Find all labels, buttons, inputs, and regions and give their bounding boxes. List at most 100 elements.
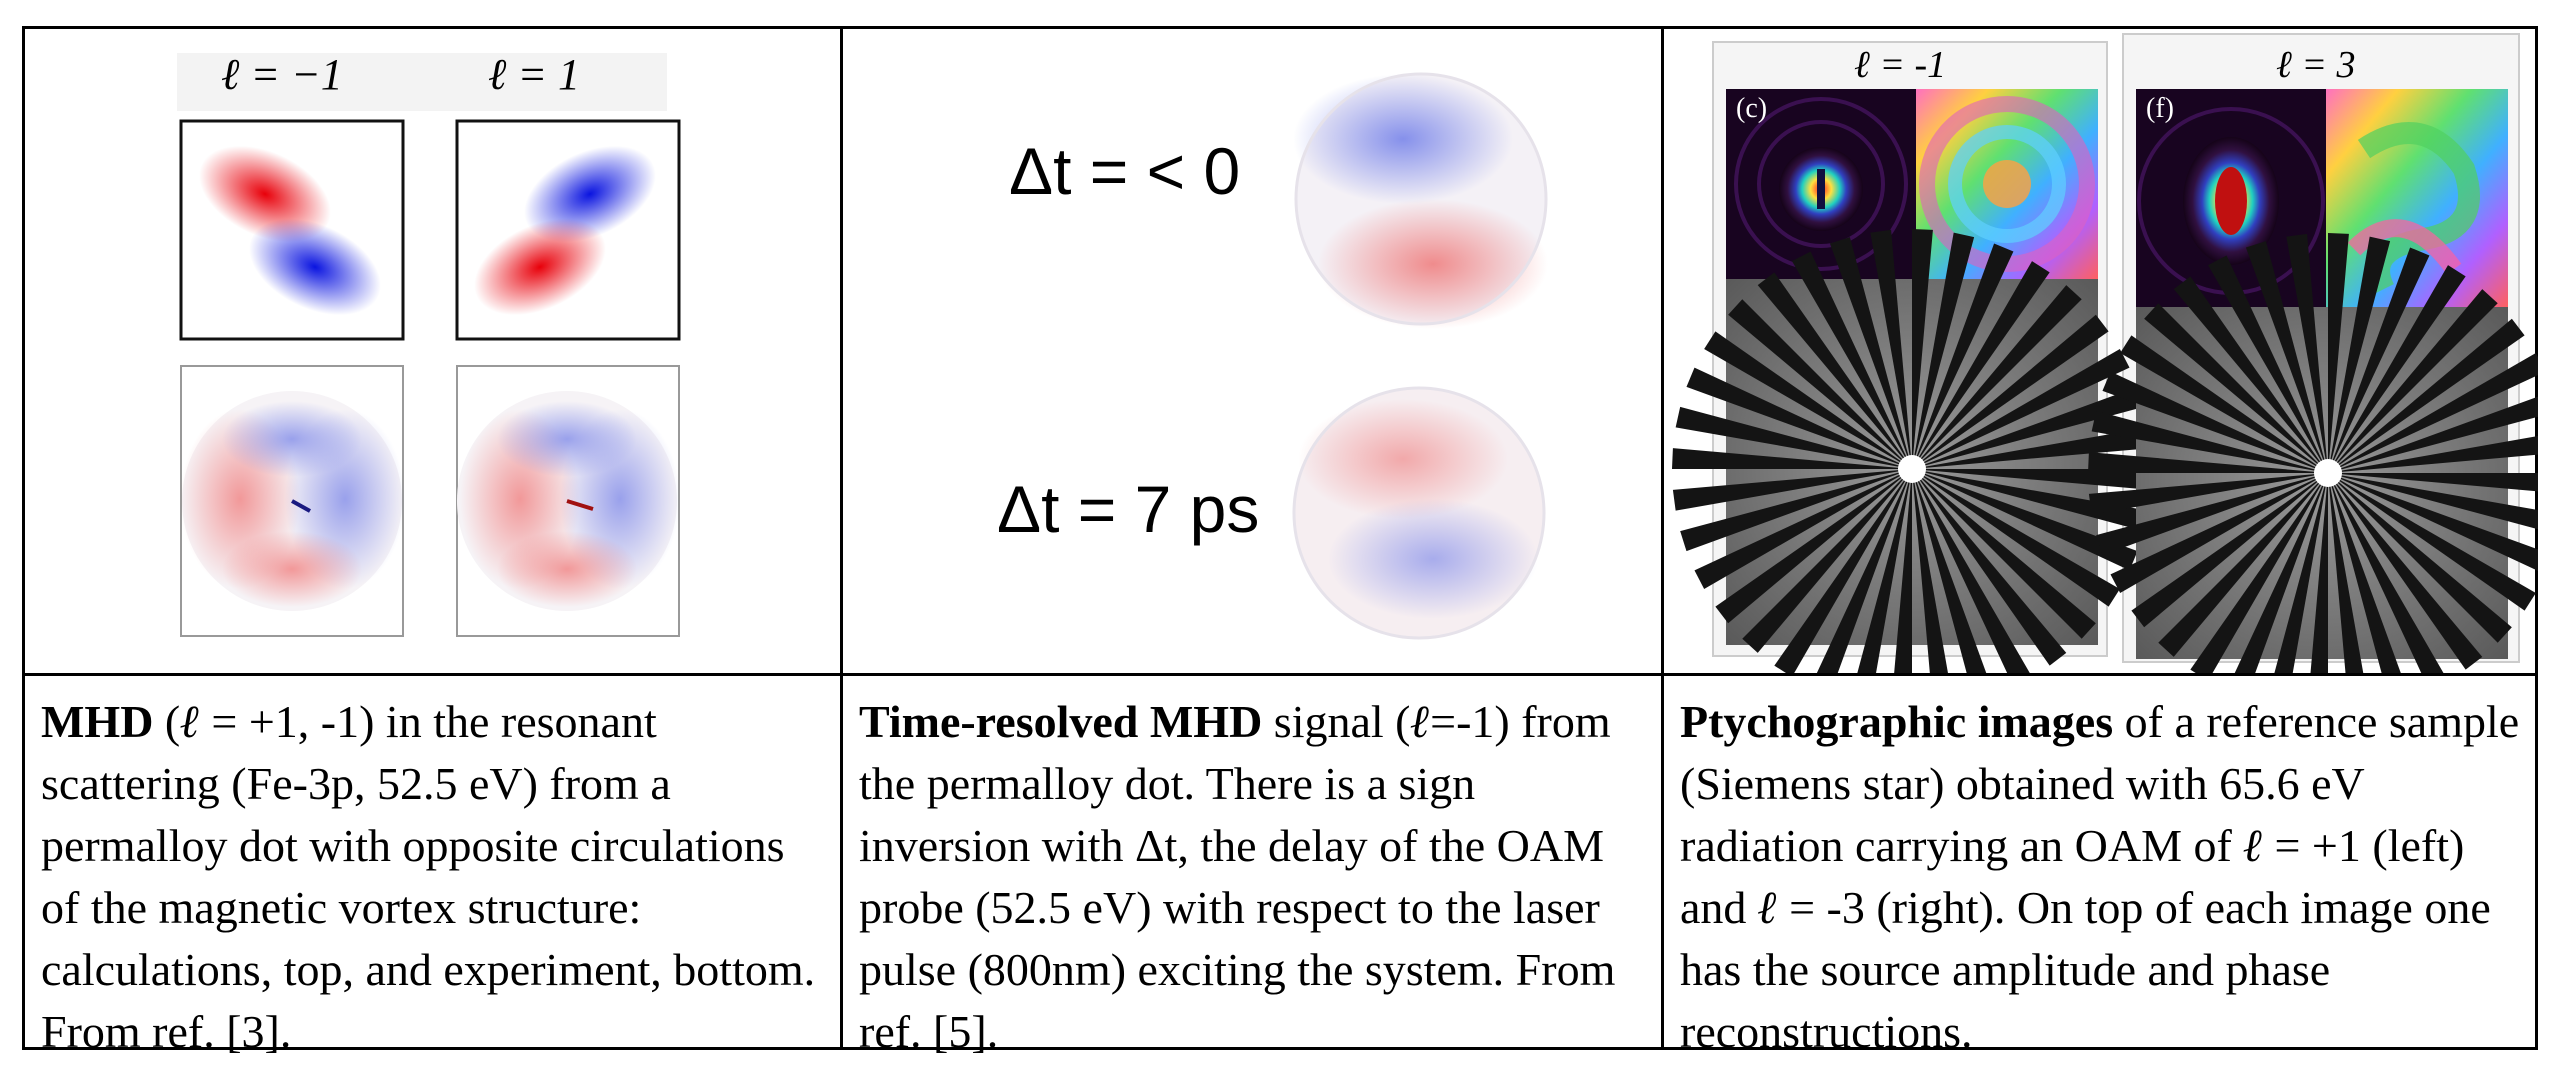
star-spoke [1870, 229, 1912, 469]
caption-bold: Time-resolved MHD [859, 696, 1263, 747]
star-spoke [2328, 473, 2538, 492]
star-spoke [2190, 473, 2328, 673]
star-spoke [1715, 469, 1912, 624]
calc-image-l-plus1 [455, 119, 681, 341]
star-spoke [2091, 410, 2328, 473]
label-dt-7ps: Δt = 7 ps [997, 472, 1260, 546]
label-l-minus1: ℓ = −1 [221, 50, 343, 99]
caption-text: =-1) from the permalloy dot. There is a … [859, 696, 1616, 1057]
star-spoke [2173, 276, 2328, 473]
siemens-star-right [2088, 233, 2538, 673]
star-spoke [1912, 243, 2014, 469]
star-spoke [2328, 247, 2430, 473]
figure-table: ℓ = −1 ℓ = 1 [22, 26, 2538, 1057]
star-spoke [2328, 473, 2364, 673]
caption-bold: Ptychographic images [1680, 696, 2114, 747]
caption-time-resolved: Time-resolved MHD signal (ℓ=-1) from the… [843, 679, 1661, 1057]
star-spoke [2328, 318, 2525, 473]
star-spoke [1816, 469, 1912, 673]
star-spoke [1912, 469, 2152, 490]
mhd-image-dt-negative [1293, 72, 1548, 329]
star-spoke [1704, 331, 1912, 469]
star-spoke [1675, 406, 1912, 469]
star-spoke [1792, 251, 1912, 469]
star-spoke [2328, 435, 2538, 473]
star-spoke [1894, 469, 1912, 673]
star-spoke [1912, 386, 2144, 469]
star-spoke [2328, 289, 2498, 473]
star-spoke [1728, 299, 1912, 469]
star-spoke [2158, 473, 2328, 657]
star-spoke [1912, 427, 2152, 469]
star-spoke [2328, 265, 2466, 473]
caption-symbol: ℓ [1410, 696, 1431, 747]
star-spoke [2110, 473, 2328, 593]
star-spoke [1672, 469, 1912, 511]
exp-image-l-minus1 [180, 365, 405, 637]
star-spoke [2208, 255, 2328, 473]
star-spoke [1742, 469, 1912, 653]
mhd-images [179, 119, 681, 637]
star-spoke [1774, 469, 1912, 673]
star-spoke [1912, 469, 2067, 666]
star-spoke [2328, 236, 2391, 473]
star-spoke [1912, 232, 1975, 469]
star-spoke [2286, 233, 2328, 473]
star-spoke [2102, 371, 2328, 473]
star-spoke [1680, 469, 1912, 552]
calc-image-l-minus1 [179, 119, 405, 341]
tag-c: (c) [1736, 93, 1767, 124]
panel-mhd: ℓ = −1 ℓ = 1 [25, 29, 840, 673]
caption-text: of a reference sample (Siemens star) obt… [1680, 696, 2520, 871]
star-spoke [1912, 349, 2130, 469]
star-spoke [1686, 367, 1912, 469]
siemens-star-left [1672, 229, 2152, 673]
caption-symbol: ℓ [2243, 820, 2263, 871]
caption-bold: MHD [41, 696, 154, 747]
star-spoke [1757, 272, 1912, 469]
star-spoke [2328, 233, 2349, 473]
star-spoke [1912, 229, 1933, 469]
star-spoke [2131, 473, 2328, 628]
column-divider [840, 29, 843, 1047]
caption-text: signal ( [1262, 696, 1411, 747]
label-l-plus1: ℓ = 1 [488, 50, 581, 99]
caption-text: = -3 (right). On top of each image one h… [1680, 882, 2491, 1057]
star-spoke [2328, 473, 2536, 611]
star-spoke [1912, 469, 2120, 607]
star-spoke [2328, 473, 2483, 670]
star-spoke [1912, 469, 2138, 571]
label-strip [177, 53, 667, 111]
caption-mhd: MHD (ℓ = +1, -1) in the resonant scatter… [25, 679, 840, 1057]
label-dt-negative: Δt = < 0 [1009, 134, 1241, 208]
star-spoke [1672, 448, 1912, 469]
star-spoke [2088, 452, 2328, 473]
star-spoke [1912, 469, 1948, 673]
star-spoke [2328, 473, 2512, 643]
label-l-minus1: ℓ = -1 [1854, 44, 1947, 86]
caption-text: = +1 (left) and [1680, 820, 2465, 933]
exp-image-l-plus1 [456, 365, 680, 637]
caption-text: ( [153, 696, 181, 747]
panel-time-resolved: Δt = < 0 Δt = 7 ps [843, 29, 1661, 673]
star-spoke [2328, 473, 2538, 571]
caption-symbol: ℓ [1757, 882, 1778, 933]
caption-symbol: ℓ [180, 696, 200, 747]
row-divider [25, 673, 2535, 676]
star-spoke [2088, 473, 2328, 515]
tag-f: (f) [2146, 93, 2174, 124]
star-spoke [1912, 314, 2109, 469]
star-spoke [2144, 303, 2328, 473]
time-resolved-images [1292, 72, 1548, 640]
mhd-image-dt-7ps [1292, 386, 1546, 640]
caption-text: = +1, -1) in the resonant scattering (Fe… [41, 696, 816, 1057]
star-spoke [1912, 469, 2096, 639]
star-spoke [2096, 473, 2328, 556]
star-spoke [2328, 353, 2538, 473]
ptycho-images: (c) (f) [1672, 89, 2538, 673]
star-spoke [2120, 335, 2328, 473]
phase-image-left [1916, 89, 2098, 279]
column-divider [1661, 29, 1664, 1047]
star-spoke [2245, 241, 2328, 473]
star-spoke [1912, 261, 2050, 469]
